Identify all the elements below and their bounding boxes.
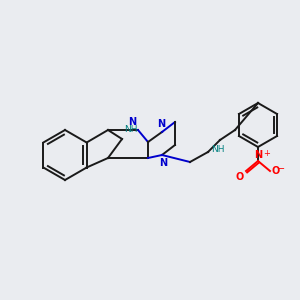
- Text: N: N: [254, 150, 262, 160]
- Text: −: −: [277, 164, 285, 174]
- Text: N: N: [128, 117, 136, 127]
- Text: N: N: [159, 158, 167, 168]
- Text: O: O: [271, 166, 279, 176]
- Text: O: O: [236, 172, 244, 182]
- Text: NH: NH: [124, 125, 137, 134]
- Text: N: N: [157, 119, 165, 129]
- Text: +: +: [263, 149, 270, 158]
- Text: NH: NH: [211, 145, 225, 154]
